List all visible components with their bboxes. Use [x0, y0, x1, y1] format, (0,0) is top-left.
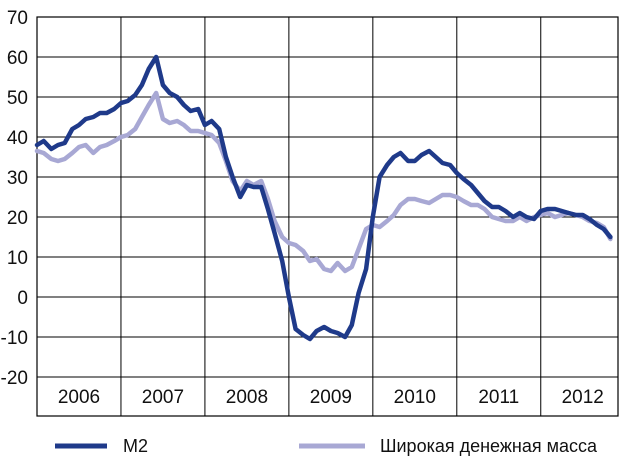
plot-frame: [36, 16, 619, 417]
y-tick-label: 30: [7, 168, 28, 189]
y-tick-label: 20: [7, 208, 28, 229]
legend-label-1: Широкая денежная масса: [380, 436, 598, 456]
x-tick-label: 2008: [226, 387, 268, 408]
x-tick-label: 2009: [310, 387, 352, 408]
y-tick-label: -10: [1, 328, 28, 349]
y-tick-label: 40: [7, 128, 28, 149]
y-tick-label: 70: [7, 8, 28, 29]
series-lines: [34, 54, 613, 342]
series-line-1: [34, 90, 613, 274]
x-tick-label: 2007: [142, 387, 184, 408]
y-tick-label: 10: [7, 248, 28, 269]
x-tick-label: 2010: [394, 387, 436, 408]
grid: [36, 16, 619, 417]
legend-label-0: M2: [123, 436, 148, 456]
legend: M2 Широкая денежная масса: [55, 436, 598, 456]
y-tick-label: 0: [17, 288, 28, 309]
y-tick-label: -20: [1, 368, 28, 389]
x-tick-label: 2011: [478, 387, 519, 408]
x-tick-label: 2012: [562, 387, 604, 408]
y-tick-label: 50: [7, 88, 28, 109]
x-tick-label: 2006: [58, 387, 100, 408]
series-line-0: [34, 54, 613, 342]
y-tick-label: 60: [7, 48, 28, 69]
